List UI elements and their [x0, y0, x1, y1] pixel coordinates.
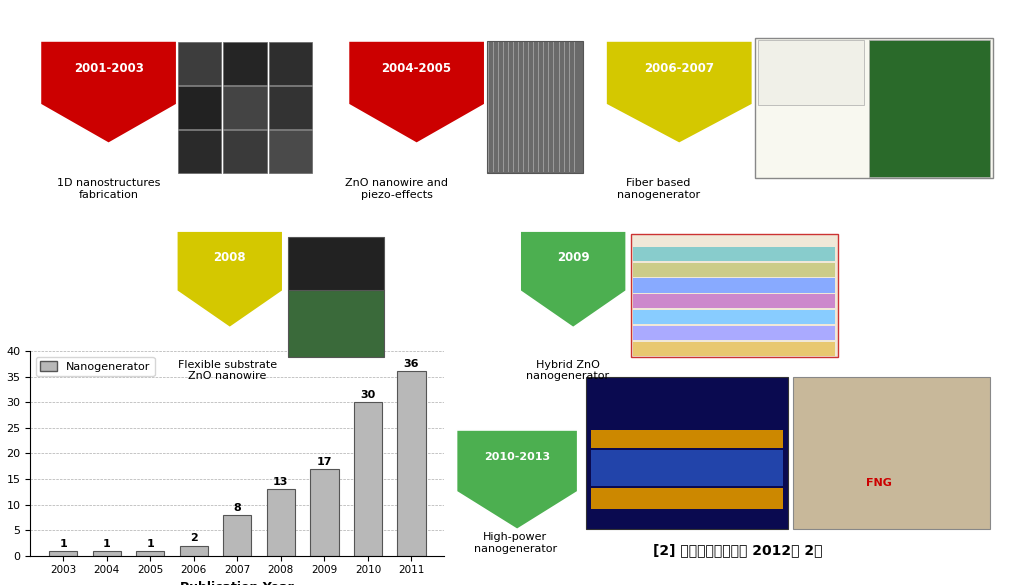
Text: 17: 17 — [317, 457, 332, 467]
Text: 1: 1 — [146, 539, 155, 549]
Text: [2] 전자통신동향분석 2012년 2월: [2] 전자통신동향분석 2012년 2월 — [652, 543, 822, 557]
Text: ZnO nanowire and
piezo-effects: ZnO nanowire and piezo-effects — [345, 178, 448, 200]
Text: 8: 8 — [233, 503, 241, 512]
Text: 13: 13 — [273, 477, 289, 487]
Text: 1D nanostructures
fabrication: 1D nanostructures fabrication — [58, 178, 161, 200]
Text: 2009: 2009 — [557, 250, 590, 264]
Text: 2006-2007: 2006-2007 — [644, 62, 714, 75]
Text: 2001-2003: 2001-2003 — [74, 62, 143, 75]
Text: FNG: FNG — [866, 477, 892, 488]
Bar — [354, 402, 382, 556]
X-axis label: Publication Year: Publication Year — [181, 581, 294, 585]
Text: 30: 30 — [361, 390, 376, 400]
Text: 36: 36 — [404, 359, 419, 370]
Text: 1: 1 — [60, 539, 67, 549]
Bar — [180, 545, 208, 556]
Text: 2: 2 — [190, 534, 198, 543]
Bar — [267, 489, 295, 556]
Text: Fiber based
nanogenerator: Fiber based nanogenerator — [617, 178, 700, 200]
Text: 1: 1 — [103, 539, 111, 549]
Bar — [93, 550, 121, 556]
Bar — [136, 550, 165, 556]
Bar — [49, 550, 78, 556]
Text: Hybrid ZnO
nanogenerator: Hybrid ZnO nanogenerator — [526, 360, 609, 381]
Text: High-power
nanogenerator: High-power nanogenerator — [474, 532, 557, 554]
Bar — [310, 469, 338, 556]
Text: 2008: 2008 — [213, 250, 246, 264]
Legend: Nanogenerator: Nanogenerator — [36, 356, 155, 376]
Text: 2010-2013: 2010-2013 — [484, 452, 550, 462]
Text: Flexible substrate
ZnO nanowire: Flexible substrate ZnO nanowire — [178, 360, 277, 381]
Bar — [397, 371, 425, 556]
Bar — [223, 515, 251, 556]
Text: 2004-2005: 2004-2005 — [382, 62, 451, 75]
